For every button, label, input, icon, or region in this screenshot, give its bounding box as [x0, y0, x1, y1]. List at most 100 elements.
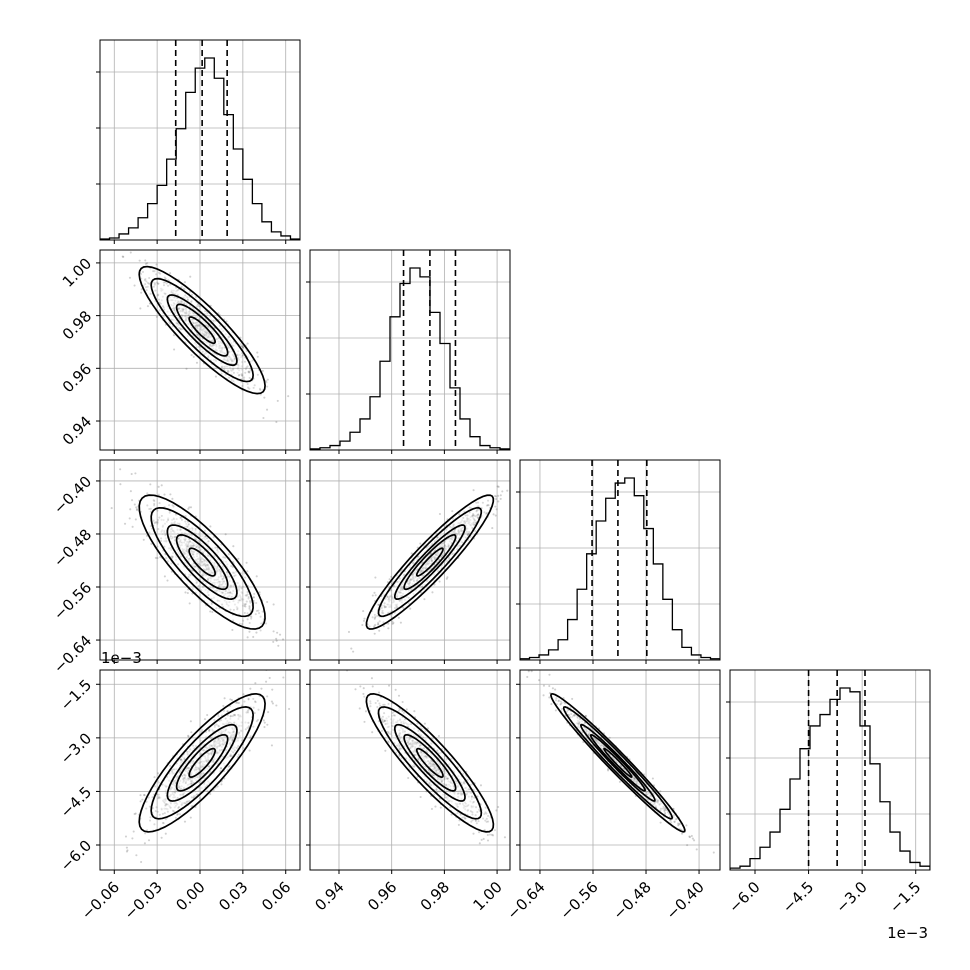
sample-point [471, 819, 474, 822]
sample-point [486, 839, 490, 842]
sample-point [199, 739, 202, 742]
sample-point [396, 719, 399, 722]
sample-point [221, 591, 224, 594]
sample-point [184, 762, 187, 765]
sample-point [189, 573, 192, 577]
sample-point [178, 771, 181, 774]
sample-point [419, 570, 422, 573]
sample-point [158, 502, 161, 505]
sample-point [209, 525, 212, 528]
sample-point [471, 522, 474, 525]
sample-point [484, 819, 487, 822]
sample-point [387, 603, 390, 606]
histogram-param-3 [520, 477, 720, 660]
sample-point [190, 782, 193, 785]
sample-point [427, 762, 430, 766]
sample-point [443, 552, 446, 555]
sample-point [477, 508, 480, 511]
sample-point [240, 365, 243, 368]
sample-point [359, 685, 362, 688]
sample-point [259, 388, 262, 391]
sample-point [443, 550, 446, 553]
sample-point [146, 262, 149, 265]
sample-point [446, 777, 449, 780]
sample-point [388, 599, 391, 602]
sample-point [141, 270, 145, 273]
sample-point [158, 796, 161, 799]
sample-point [426, 751, 429, 754]
sample-point [135, 506, 138, 509]
sample-point [232, 747, 235, 750]
sample-point [377, 720, 380, 723]
sample-point [401, 587, 404, 590]
sample-point [188, 750, 191, 753]
sample-point [185, 778, 188, 781]
sample-point [166, 810, 169, 813]
sample-point [189, 780, 192, 783]
sample-point [230, 738, 234, 741]
sample-point [211, 760, 215, 763]
sample-point [460, 793, 463, 796]
sample-point [446, 777, 449, 780]
sample-point [208, 753, 211, 756]
sample-point [172, 304, 175, 307]
sample-point [218, 324, 221, 327]
sample-point [477, 820, 480, 823]
sample-point [160, 287, 163, 290]
sample-point [188, 527, 191, 530]
sample-point [202, 327, 206, 330]
sample-point [246, 709, 249, 712]
sample-point [211, 750, 214, 753]
sample-point [202, 563, 205, 566]
sample-point [202, 574, 205, 577]
sample-point [383, 703, 386, 706]
sample-point [220, 719, 223, 722]
sample-point [213, 554, 216, 557]
sample-point [186, 298, 190, 301]
sample-point [157, 793, 160, 796]
sample-point [391, 720, 395, 723]
sample-point [185, 549, 188, 553]
sample-point [194, 321, 197, 325]
sample-point [235, 701, 238, 705]
sample-point [162, 284, 166, 287]
sample-point [167, 518, 170, 521]
sample-point [494, 514, 497, 517]
sample-point [222, 594, 226, 597]
sample-point [318, 667, 320, 669]
sample-point [470, 806, 473, 809]
sample-point [254, 682, 257, 685]
sample-point [190, 318, 193, 321]
contour-inner [403, 733, 457, 792]
sample-point [180, 314, 183, 317]
sample-point [182, 308, 185, 311]
sample-point [391, 734, 394, 737]
sample-point [131, 525, 134, 528]
sample-point [181, 309, 185, 313]
sample-point [181, 541, 184, 544]
sample-point [411, 561, 414, 564]
sample-point [456, 545, 459, 548]
sample-point [227, 360, 230, 363]
sample-point [443, 775, 447, 778]
sample-point [156, 557, 159, 560]
sample-point [201, 585, 204, 588]
sample-point [194, 296, 198, 299]
sample-point [166, 560, 169, 563]
sample-point [460, 529, 463, 532]
sample-point [465, 789, 468, 792]
sample-point [255, 609, 258, 612]
sample-point [154, 810, 157, 813]
sample-point [213, 578, 216, 581]
sample-point [185, 295, 188, 298]
sample-point [194, 766, 197, 769]
density-core [415, 547, 444, 577]
sample-point [162, 306, 165, 309]
sample-point [588, 732, 591, 735]
sample-point [174, 535, 177, 539]
sample-point [255, 720, 258, 723]
sample-point [160, 808, 163, 811]
sample-point [430, 558, 433, 561]
sample-point [156, 810, 159, 813]
sample-point [421, 763, 424, 766]
